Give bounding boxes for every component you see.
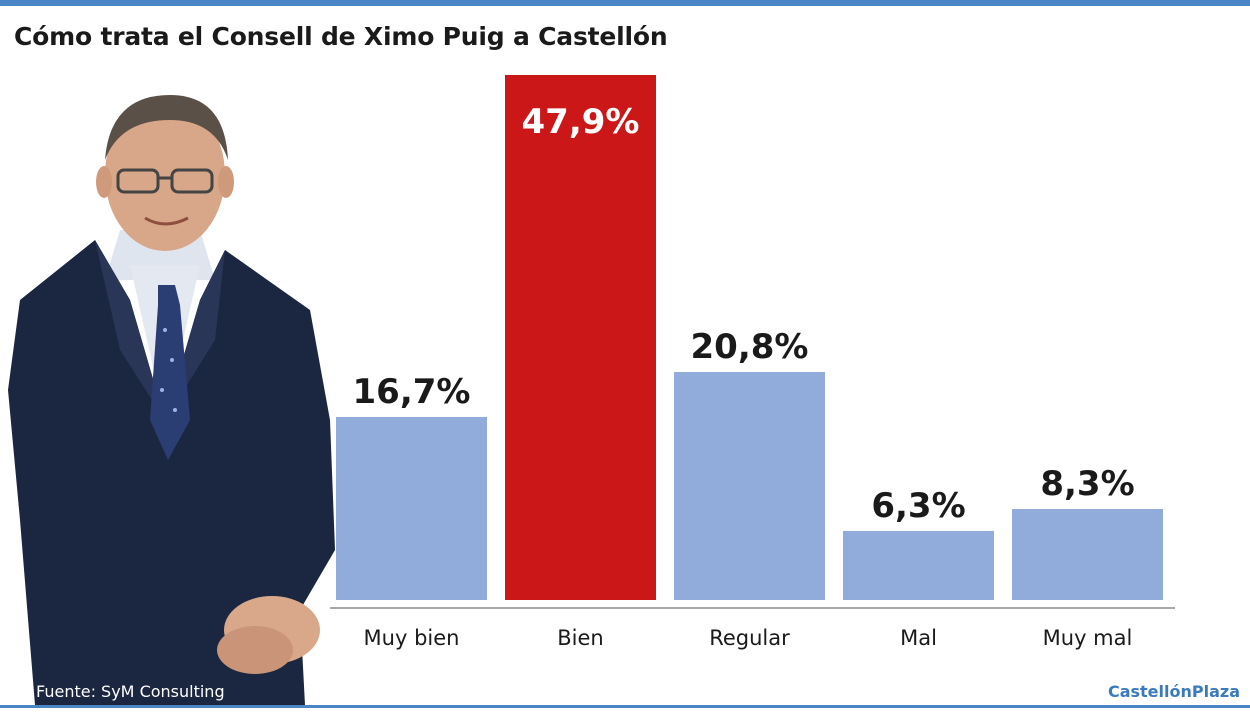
bar-muy-bien xyxy=(336,416,487,600)
top-accent-bar xyxy=(0,0,1250,6)
value-label: 16,7% xyxy=(353,372,471,412)
category-label: Muy mal xyxy=(1043,626,1133,650)
category-label: Mal xyxy=(900,626,937,650)
category-label: Regular xyxy=(709,626,790,650)
person-photo xyxy=(8,95,335,705)
value-label: 47,9% xyxy=(522,102,640,142)
chart-title: Cómo trata el Consell de Ximo Puig a Cas… xyxy=(14,22,668,51)
value-label: 8,3% xyxy=(1040,464,1134,504)
bar-bien xyxy=(505,75,656,600)
source-note: Fuente: SyM Consulting xyxy=(36,682,225,701)
value-label: 20,8% xyxy=(691,327,809,367)
category-label: Bien xyxy=(557,626,603,650)
value-label: 6,3% xyxy=(871,486,965,526)
bar-mal xyxy=(843,530,994,600)
bar-muy-mal xyxy=(1012,509,1163,600)
brand-logo: CastellónPlaza xyxy=(1107,682,1240,701)
bottom-accent-bar xyxy=(0,705,1250,708)
bar-regular xyxy=(674,372,825,600)
category-label: Muy bien xyxy=(364,626,460,650)
